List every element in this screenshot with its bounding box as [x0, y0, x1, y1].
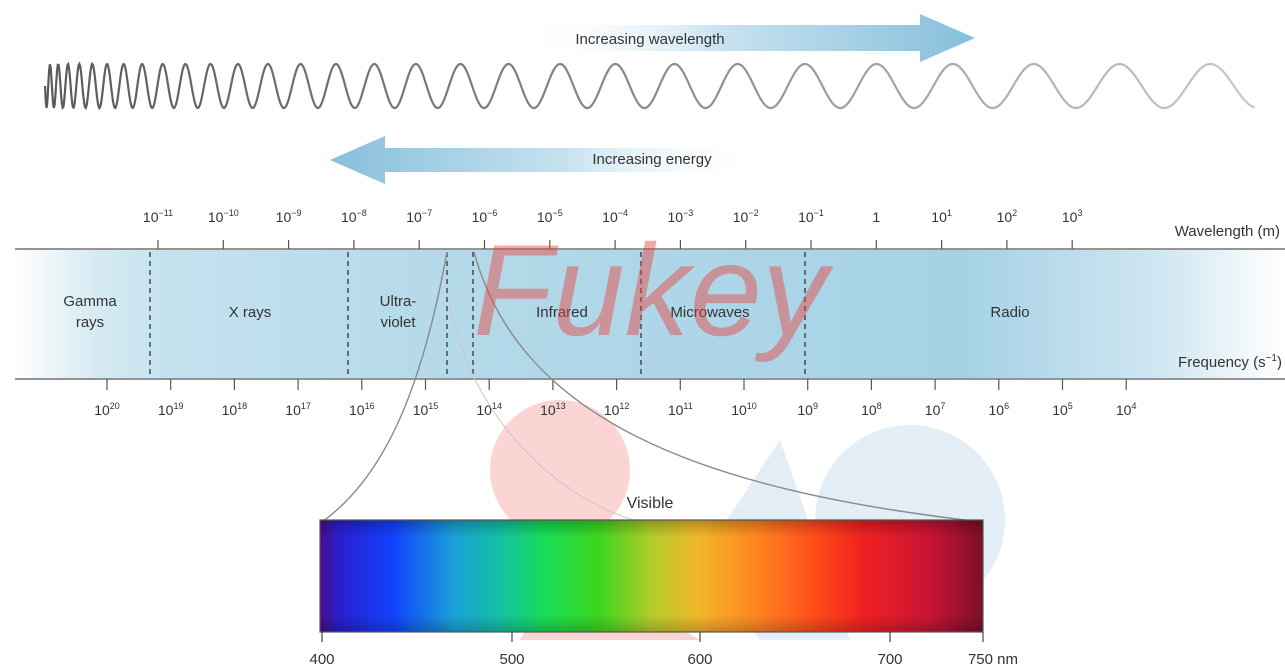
increasing-wavelength-label: Increasing wavelength [575, 31, 724, 48]
region-labels: Gamma rays X rays Ultra-violet Infrared Micro… [63, 293, 1029, 331]
region-label: Microwaves [670, 304, 749, 321]
visible-wavelength-ticks: 400 500 600 700 750 nm [309, 632, 1018, 668]
visible-zoom-lines [321, 251, 983, 523]
wavelength-ticks: 10−11 10−10 10−9 10−8 10−7 10−6 10−5 10−4 10−3 10… [143, 208, 1083, 249]
wavelength-tick-label: 10−2 [733, 208, 759, 225]
wavelength-axis-label: Wavelength (m) [1175, 223, 1280, 240]
wavelength-tick-label: 10−4 [602, 208, 628, 225]
region-label: Gamma [63, 293, 117, 310]
increasing-energy-arrow: Increasing energy [330, 136, 760, 184]
wavelength-tick-label: 102 [997, 208, 1018, 225]
increasing-energy-label: Increasing energy [592, 151, 712, 168]
frequency-tick-label: 1015 [413, 401, 439, 418]
wavelength-tick-label: 103 [1062, 208, 1083, 225]
electromagnetic-wave [43, 61, 1255, 111]
region-label-line2: rays [76, 314, 104, 331]
frequency-tick-label: 109 [797, 401, 818, 418]
frequency-tick-label: 1016 [349, 401, 375, 418]
frequency-tick-label: 1011 [668, 401, 693, 418]
frequency-tick-label: 1017 [285, 401, 311, 418]
wavelength-tick-label: 10−1 [798, 208, 824, 225]
wavelength-tick-label: 10−5 [537, 208, 563, 225]
frequency-tick-label: 1013 [540, 401, 566, 418]
region-label: X rays [229, 304, 272, 321]
region-dividers [149, 252, 806, 376]
visible-tick-label: 750 nm [968, 651, 1018, 668]
frequency-tick-label: 1010 [731, 401, 757, 418]
region-label-line2: violet [380, 314, 416, 331]
visible-tick-label: 400 [309, 651, 334, 668]
frequency-tick-label: 1018 [222, 401, 248, 418]
watermark-text: Fukey [473, 217, 834, 363]
region-label: Ultra- [380, 293, 417, 310]
region-label: Infrared [536, 304, 588, 321]
wavelength-tick-label: 10−10 [208, 208, 239, 225]
wavelength-tick-label: 10−11 [143, 208, 173, 225]
wavelength-tick-label: 10−8 [341, 208, 367, 225]
frequency-tick-label: 1014 [476, 401, 502, 418]
visible-label: Visible [627, 495, 674, 512]
region-label: Radio [990, 304, 1029, 321]
frequency-axis-label: Frequency (s−1) [1178, 353, 1282, 371]
wavelength-tick-label: 101 [931, 208, 952, 225]
frequency-tick-label: 106 [989, 401, 1010, 418]
frequency-tick-label: 108 [861, 401, 882, 418]
visible-tick-label: 600 [687, 651, 712, 668]
frequency-tick-label: 104 [1116, 401, 1137, 418]
wavelength-tick-label: 1 [872, 209, 880, 225]
frequency-ticks: 1020 1019 1018 1017 1016 1015 1014 1013 1012 1011… [94, 379, 1136, 418]
frequency-tick-label: 105 [1052, 401, 1073, 418]
increasing-wavelength-arrow: Increasing wavelength [520, 14, 975, 62]
wavelength-tick-label: 10−6 [472, 208, 498, 225]
visible-tick-label: 500 [499, 651, 524, 668]
frequency-tick-label: 1019 [158, 401, 184, 418]
wavelength-tick-label: 10−3 [667, 208, 693, 225]
visible-tick-label: 700 [877, 651, 902, 668]
spectrum-band [15, 250, 1285, 378]
frequency-tick-label: 1020 [94, 401, 120, 418]
frequency-tick-label: 107 [925, 401, 946, 418]
wavelength-tick-label: 10−7 [406, 208, 432, 225]
wavelength-tick-label: 10−9 [276, 208, 302, 225]
visible-spectrum-bar [319, 519, 984, 633]
frequency-tick-label: 1012 [604, 401, 630, 418]
